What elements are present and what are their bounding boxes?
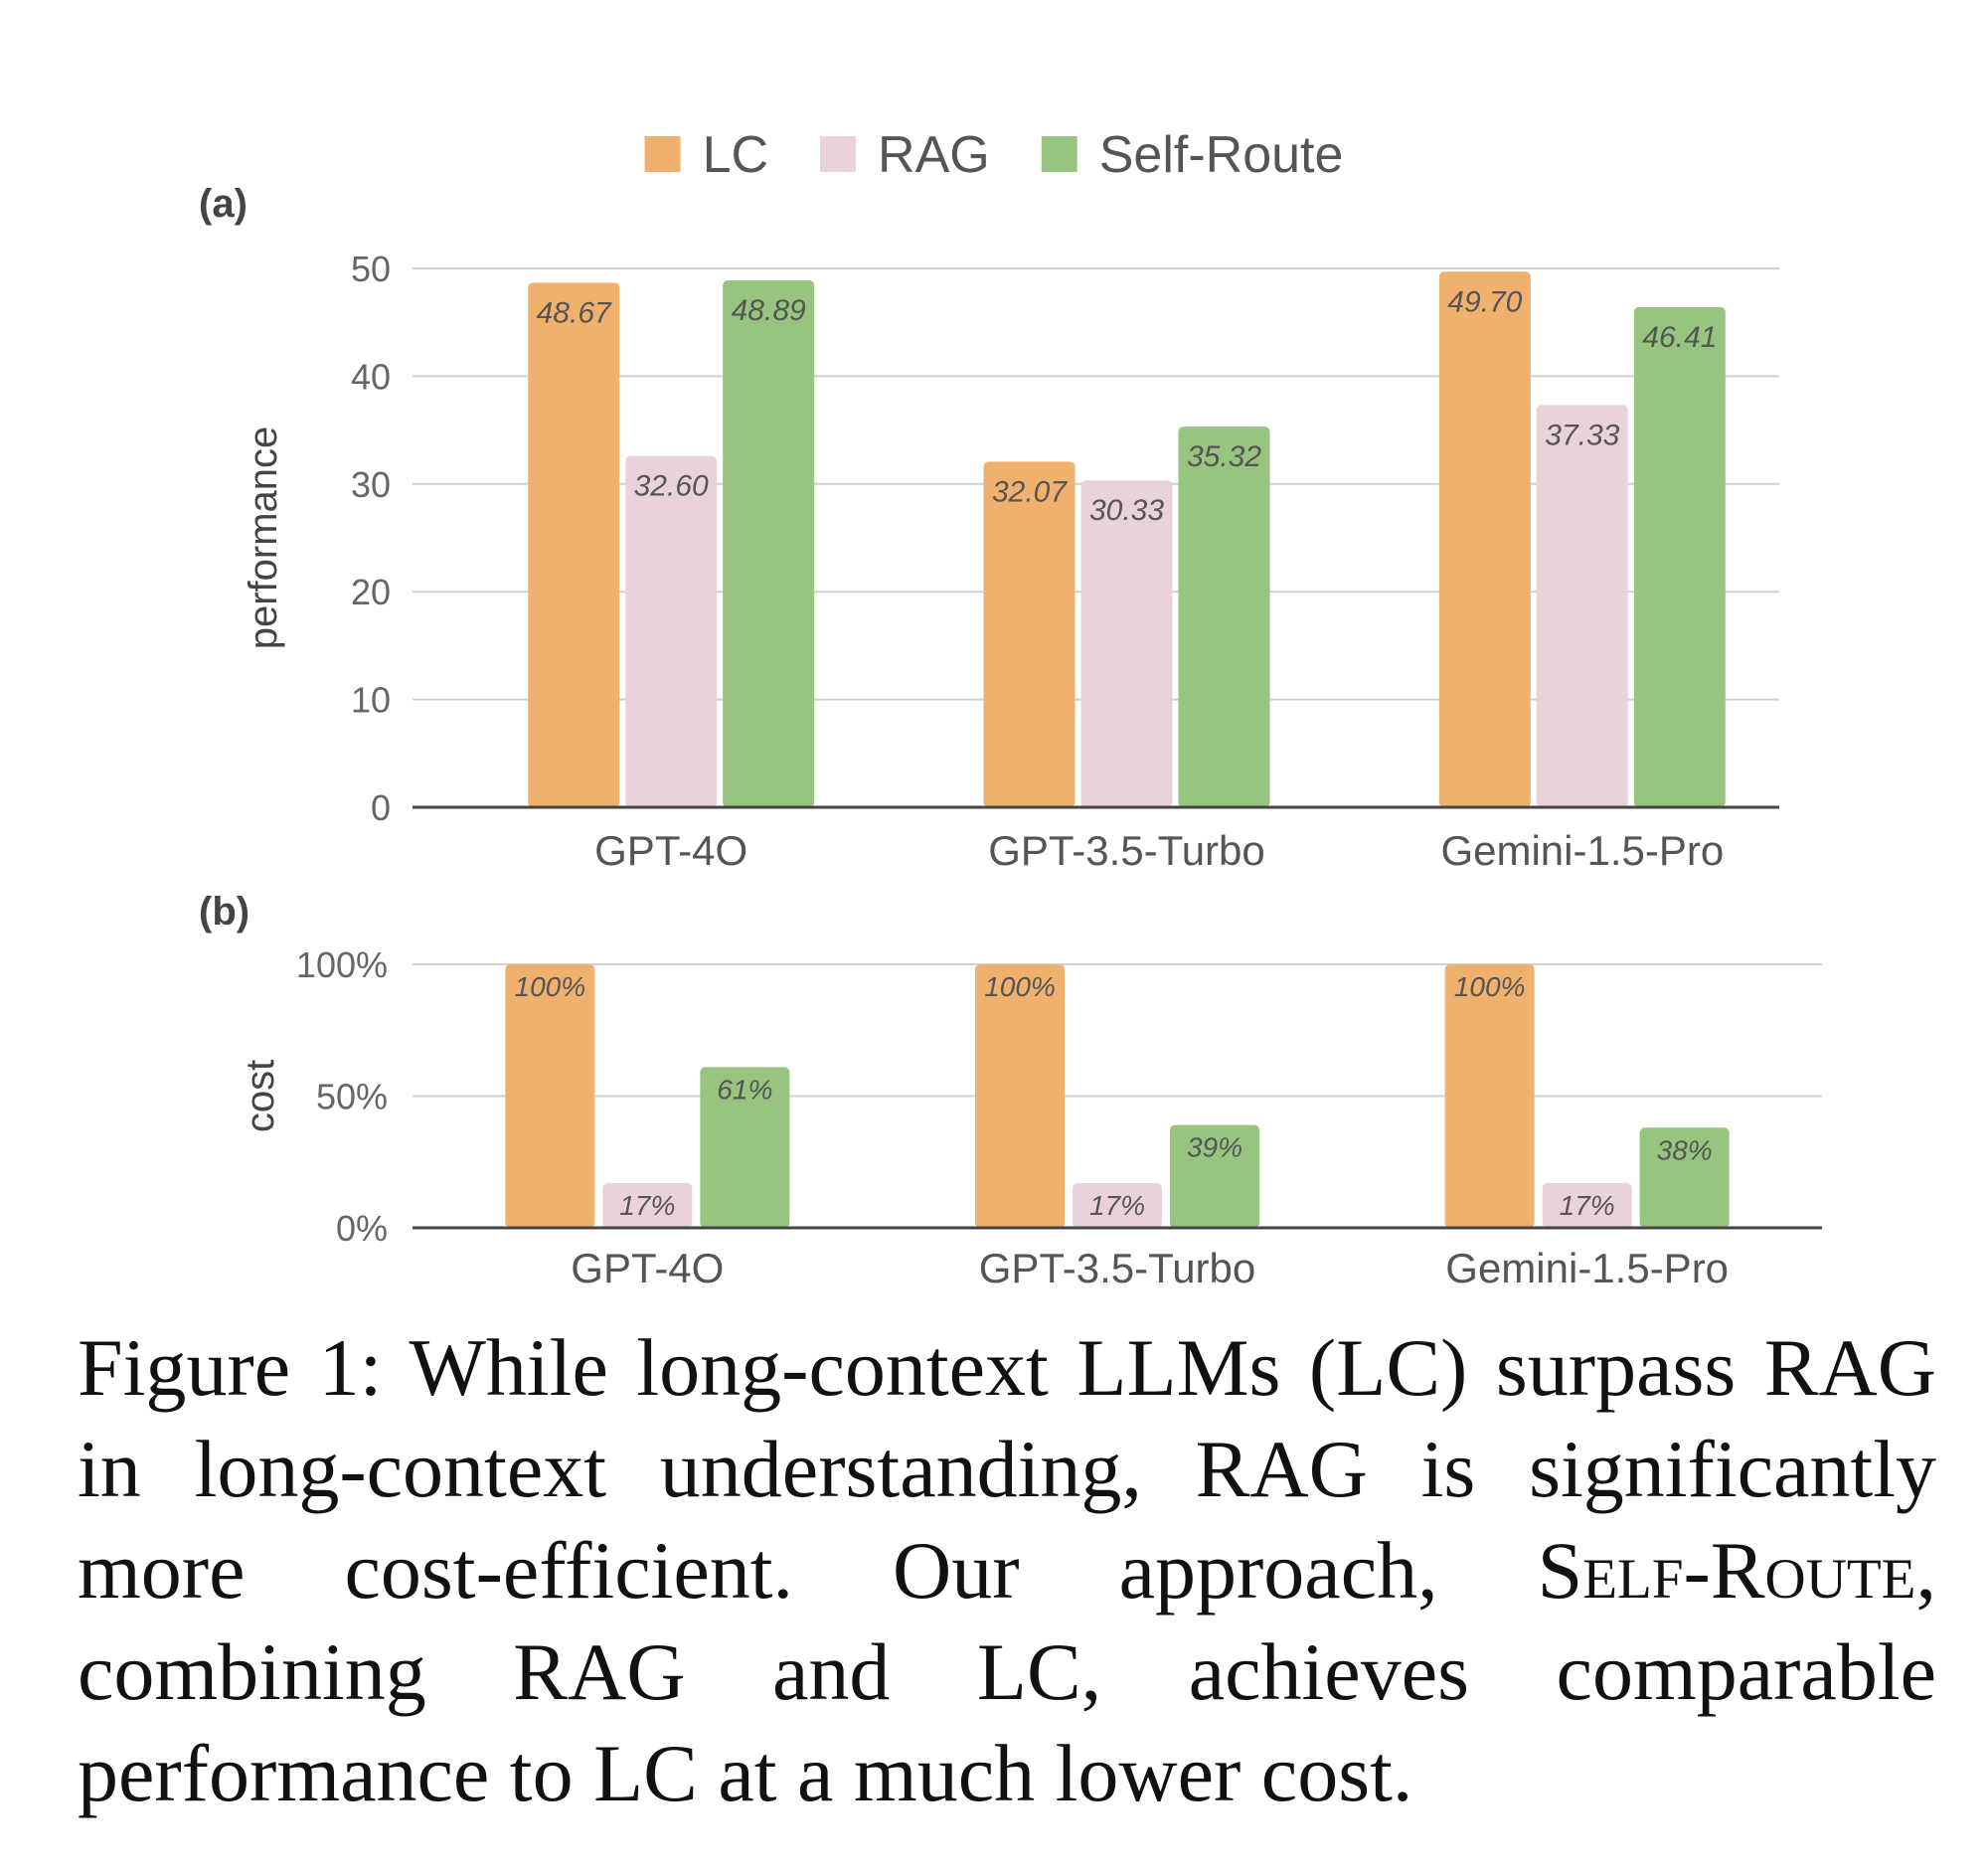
bar-value-label: 100%	[515, 971, 586, 1002]
bar-value-label: 32.60	[634, 470, 709, 503]
bar-value-label: 46.41	[1642, 321, 1717, 354]
legend-label-self-route: Self-Route	[1099, 126, 1344, 184]
bar-rag	[625, 455, 718, 807]
y-tick-label: 40	[351, 356, 391, 397]
y-tick-label: 50	[351, 249, 391, 289]
legend-label-lc: LC	[703, 126, 768, 184]
bar-rag	[602, 1182, 693, 1228]
bar-value-label: 37.33	[1545, 419, 1619, 451]
y-tick-label: 100%	[296, 944, 388, 985]
legend-label-rag: RAG	[878, 126, 990, 184]
bar-lc	[1444, 964, 1535, 1228]
bar-value-label: 100%	[1454, 971, 1526, 1002]
bar-value-label: 49.70	[1447, 285, 1522, 318]
x-category-label: GPT-3.5-Turbo	[979, 1245, 1256, 1291]
bar-self-route	[1633, 306, 1726, 807]
bar-rag	[1536, 405, 1628, 807]
caption-text-end: , combining RAG and LC, achieves compara…	[78, 1525, 1936, 1818]
bar-self-route	[1639, 1127, 1730, 1228]
bar-value-label: 100%	[984, 971, 1056, 1002]
figure-caption: Figure 1: While long-context LLMs (LC) s…	[78, 1317, 1936, 1824]
x-category-label: Gemini-1.5-Pro	[1445, 1245, 1729, 1291]
figure-chart: LC RAG Self-Route (a) performance 0 10 20 30 40 5…	[199, 126, 1822, 1291]
bar-self-route	[723, 280, 815, 807]
bar-lc	[983, 461, 1076, 807]
y-tick-label: 20	[351, 572, 391, 612]
bar-value-label: 38%	[1657, 1134, 1713, 1165]
bar-value-label: 17%	[619, 1190, 675, 1221]
bar-value-label: 32.07	[992, 475, 1068, 508]
y-tick-label: 0%	[336, 1208, 388, 1249]
x-category-label: GPT-3.5-Turbo	[988, 827, 1265, 874]
bar-value-label: 61%	[717, 1074, 772, 1105]
bar-lc	[975, 964, 1065, 1228]
panel-label: (a)	[199, 182, 248, 226]
y-tick-label: 0	[371, 787, 391, 828]
bar-value-label: 48.67	[537, 296, 612, 329]
bar-self-route	[1170, 1124, 1259, 1228]
bar-value-label: 48.89	[732, 294, 806, 327]
caption-method-name: Self-Route	[1537, 1525, 1916, 1616]
bar-rag	[1080, 480, 1173, 807]
bar-value-label: 39%	[1187, 1132, 1242, 1163]
bar-rag	[1542, 1182, 1632, 1228]
panel-a-performance-chart: (a) performance 0 10 20 30 40 50 48.67 32.60 48.89…	[199, 182, 1779, 874]
legend: LC RAG Self-Route	[644, 126, 1344, 184]
bar-lc	[1438, 271, 1531, 807]
y-axis-title: performance	[242, 426, 285, 650]
y-tick-label: 50%	[316, 1077, 388, 1117]
legend-swatch-self-route	[1041, 136, 1077, 172]
bar-rag	[1073, 1182, 1162, 1228]
caption-text-start: Figure 1: While long-context LLMs (LC) s…	[78, 1322, 1936, 1616]
legend-swatch-rag	[820, 136, 857, 172]
bar-lc	[528, 282, 620, 807]
x-category-label: GPT-4O	[571, 1245, 724, 1291]
y-axis-title: cost	[239, 1060, 282, 1132]
bar-value-label: 30.33	[1089, 494, 1164, 527]
bar-value-label: 17%	[1089, 1190, 1145, 1221]
bar-value-label: 17%	[1560, 1190, 1615, 1221]
bar-value-label: 35.32	[1187, 440, 1261, 473]
x-category-label: GPT-4O	[594, 827, 747, 874]
x-category-label: Gemini-1.5-Pro	[1440, 827, 1724, 874]
panel-label: (b)	[199, 890, 249, 934]
bar-lc	[505, 964, 595, 1228]
legend-swatch-lc	[644, 136, 681, 172]
bar-self-route	[1178, 426, 1270, 807]
bar-self-route	[700, 1067, 790, 1228]
y-tick-label: 10	[351, 680, 391, 721]
y-tick-label: 30	[351, 464, 391, 505]
panel-b-cost-chart: (b) cost 0% 50% 100% 100% 17% 61% GPT-4O 100% 17% 3…	[199, 890, 1822, 1291]
